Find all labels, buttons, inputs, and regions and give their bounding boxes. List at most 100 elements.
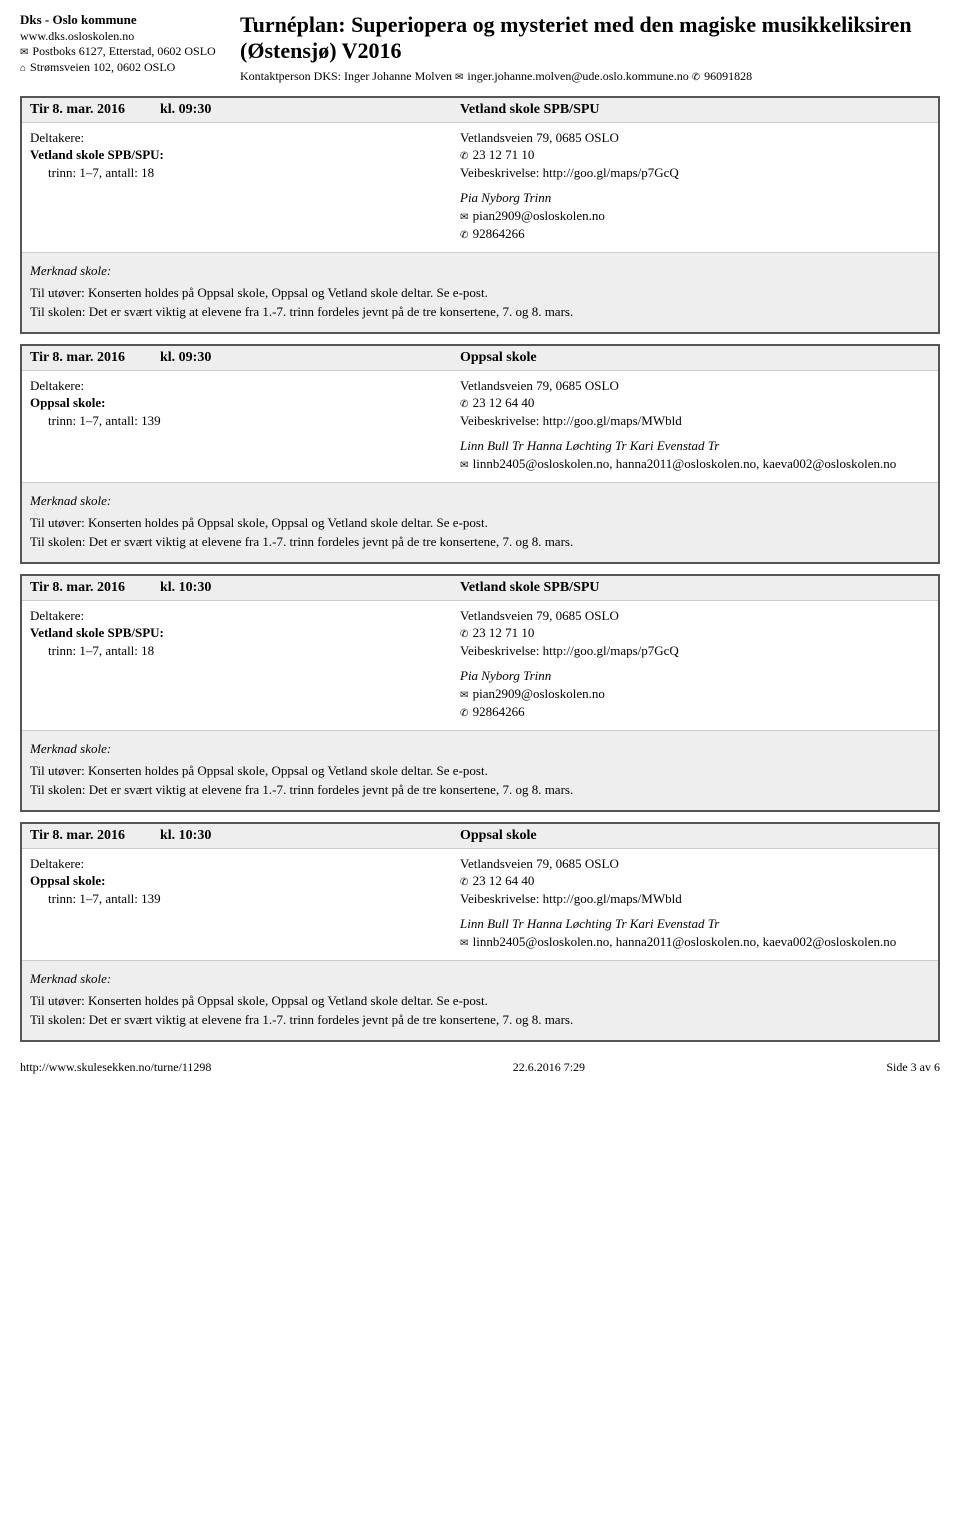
home-icon: ⌂ <box>20 63 27 74</box>
org-street: ⌂ Strømsveien 102, 0602 OSLO <box>20 60 230 76</box>
participant-school: Oppsal skole: <box>30 872 460 890</box>
entry-school: Oppsal skole <box>460 350 930 366</box>
venue-contact-name: Pia Nyborg Trinn <box>460 189 930 207</box>
mail-icon: ✉ <box>20 47 29 58</box>
entry-venue: Vetlandsveien 79, 0685 OSLO✆ 23 12 64 40… <box>460 855 930 951</box>
entry-participants: Deltakere:Oppsal skole:trinn: 1–7, antal… <box>30 855 460 951</box>
phone-icon: ✆ <box>460 230 469 241</box>
note-performer: Til utøver: Konserten holdes på Oppsal s… <box>30 761 930 781</box>
entry-school: Vetland skole SPB/SPU <box>460 102 930 118</box>
venue-address: Vetlandsveien 79, 0685 OSLO <box>460 129 930 147</box>
mail-icon: ✉ <box>460 690 469 701</box>
header-org-block: Dks - Oslo kommune www.dks.osloskolen.no… <box>20 12 230 84</box>
venue-directions: Veibeskrivelse: http://goo.gl/maps/MWbld <box>460 890 930 908</box>
entry-time: kl. 10:30 <box>160 828 460 844</box>
venue-address: Vetlandsveien 79, 0685 OSLO <box>460 607 930 625</box>
participant-trinn: trinn: 1–7, antall: 18 <box>30 642 460 660</box>
venue-phone: ✆ 23 12 64 40 <box>460 394 930 412</box>
venue-contact-name: Linn Bull Tr Hanna Løchting Tr Kari Even… <box>460 915 930 933</box>
venue-address: Vetlandsveien 79, 0685 OSLO <box>460 855 930 873</box>
entry-date: Tir 8. mar. 2016 <box>30 350 160 366</box>
participant-trinn: trinn: 1–7, antall: 139 <box>30 890 460 908</box>
entry-date: Tir 8. mar. 2016 <box>30 102 160 118</box>
venue-directions: Veibeskrivelse: http://goo.gl/maps/p7GcQ <box>460 642 930 660</box>
footer-timestamp: 22.6.2016 7:29 <box>513 1060 585 1075</box>
entry-date: Tir 8. mar. 2016 <box>30 828 160 844</box>
venue-phone: ✆ 23 12 71 10 <box>460 146 930 164</box>
entry-body: Deltakere:Vetland skole SPB/SPU:trinn: 1… <box>22 123 938 252</box>
entry-participants: Deltakere:Oppsal skole:trinn: 1–7, antal… <box>30 377 460 473</box>
entry-time: kl. 10:30 <box>160 580 460 596</box>
entry-body: Deltakere:Vetland skole SPB/SPU:trinn: 1… <box>22 601 938 730</box>
schedule-entry: Tir 8. mar. 2016kl. 10:30Vetland skole S… <box>20 574 940 812</box>
entry-time: kl. 09:30 <box>160 350 460 366</box>
footer-url: http://www.skulesekken.no/turne/11298 <box>20 1060 211 1075</box>
note-performer: Til utøver: Konserten holdes på Oppsal s… <box>30 283 930 303</box>
header-title-block: Turnéplan: Superiopera og mysteriet med … <box>230 12 940 84</box>
entry-time: kl. 09:30 <box>160 102 460 118</box>
schedule-entry: Tir 8. mar. 2016kl. 10:30Oppsal skoleDel… <box>20 822 940 1042</box>
participants-label: Deltakere: <box>30 377 460 395</box>
entry-header: Tir 8. mar. 2016kl. 09:30Vetland skole S… <box>22 98 938 123</box>
note-school: Til skolen: Det er svært viktig at eleve… <box>30 780 930 800</box>
entry-header: Tir 8. mar. 2016kl. 09:30Oppsal skole <box>22 346 938 371</box>
venue-contact-name: Linn Bull Tr Hanna Løchting Tr Kari Even… <box>460 437 930 455</box>
schedule-entry: Tir 8. mar. 2016kl. 09:30Oppsal skoleDel… <box>20 344 940 564</box>
participant-trinn: trinn: 1–7, antall: 18 <box>30 164 460 182</box>
participants-label: Deltakere: <box>30 607 460 625</box>
phone-icon: ✆ <box>692 72 701 83</box>
entry-school: Vetland skole SPB/SPU <box>460 580 930 596</box>
venue-address: Vetlandsveien 79, 0685 OSLO <box>460 377 930 395</box>
entry-school: Oppsal skole <box>460 828 930 844</box>
venue-contact-email: ✉ linnb2405@osloskolen.no, hanna2011@osl… <box>460 455 930 473</box>
venue-contact-phone: ✆ 92864266 <box>460 225 930 243</box>
tour-plan-title: Turnéplan: Superiopera og mysteriet med … <box>240 12 940 65</box>
entry-note: Merknad skole:Til utøver: Konserten hold… <box>22 482 938 562</box>
entry-note: Merknad skole:Til utøver: Konserten hold… <box>22 252 938 332</box>
phone-icon: ✆ <box>460 629 469 640</box>
phone-icon: ✆ <box>460 708 469 719</box>
venue-contact-email: ✉ pian2909@osloskolen.no <box>460 685 930 703</box>
participant-trinn: trinn: 1–7, antall: 139 <box>30 412 460 430</box>
org-website: www.dks.osloskolen.no <box>20 29 230 45</box>
note-school: Til skolen: Det er svært viktig at eleve… <box>30 532 930 552</box>
note-school: Til skolen: Det er svært viktig at eleve… <box>30 1010 930 1030</box>
phone-icon: ✆ <box>460 151 469 162</box>
participant-school: Vetland skole SPB/SPU: <box>30 624 460 642</box>
mail-icon: ✉ <box>455 72 464 83</box>
entry-header: Tir 8. mar. 2016kl. 10:30Oppsal skole <box>22 824 938 849</box>
note-label: Merknad skole: <box>30 261 930 281</box>
org-name: Dks - Oslo kommune <box>20 12 230 29</box>
page-header: Dks - Oslo kommune www.dks.osloskolen.no… <box>20 12 940 84</box>
entry-header: Tir 8. mar. 2016kl. 10:30Vetland skole S… <box>22 576 938 601</box>
venue-contact-phone: ✆ 92864266 <box>460 703 930 721</box>
venue-directions: Veibeskrivelse: http://goo.gl/maps/p7GcQ <box>460 164 930 182</box>
page-footer: http://www.skulesekken.no/turne/11298 22… <box>20 1060 940 1075</box>
mail-icon: ✉ <box>460 212 469 223</box>
header-contact: Kontaktperson DKS: Inger Johanne Molven … <box>240 69 940 84</box>
venue-phone: ✆ 23 12 71 10 <box>460 624 930 642</box>
mail-icon: ✉ <box>460 460 469 471</box>
phone-icon: ✆ <box>460 399 469 410</box>
note-label: Merknad skole: <box>30 491 930 511</box>
entry-venue: Vetlandsveien 79, 0685 OSLO✆ 23 12 71 10… <box>460 607 930 720</box>
footer-page: Side 3 av 6 <box>886 1060 940 1075</box>
phone-icon: ✆ <box>460 877 469 888</box>
entry-body: Deltakere:Oppsal skole:trinn: 1–7, antal… <box>22 371 938 483</box>
note-label: Merknad skole: <box>30 969 930 989</box>
entry-participants: Deltakere:Vetland skole SPB/SPU:trinn: 1… <box>30 607 460 720</box>
note-school: Til skolen: Det er svært viktig at eleve… <box>30 302 930 322</box>
entry-venue: Vetlandsveien 79, 0685 OSLO✆ 23 12 71 10… <box>460 129 930 242</box>
entry-venue: Vetlandsveien 79, 0685 OSLO✆ 23 12 64 40… <box>460 377 930 473</box>
participant-school: Vetland skole SPB/SPU: <box>30 146 460 164</box>
note-performer: Til utøver: Konserten holdes på Oppsal s… <box>30 513 930 533</box>
entry-note: Merknad skole:Til utøver: Konserten hold… <box>22 960 938 1040</box>
entry-participants: Deltakere:Vetland skole SPB/SPU:trinn: 1… <box>30 129 460 242</box>
venue-contact-email: ✉ linnb2405@osloskolen.no, hanna2011@osl… <box>460 933 930 951</box>
org-postbox: ✉ Postboks 6127, Etterstad, 0602 OSLO <box>20 44 230 60</box>
participants-label: Deltakere: <box>30 855 460 873</box>
mail-icon: ✉ <box>460 938 469 949</box>
venue-directions: Veibeskrivelse: http://goo.gl/maps/MWbld <box>460 412 930 430</box>
entry-body: Deltakere:Oppsal skole:trinn: 1–7, antal… <box>22 849 938 961</box>
schedule-entry: Tir 8. mar. 2016kl. 09:30Vetland skole S… <box>20 96 940 334</box>
